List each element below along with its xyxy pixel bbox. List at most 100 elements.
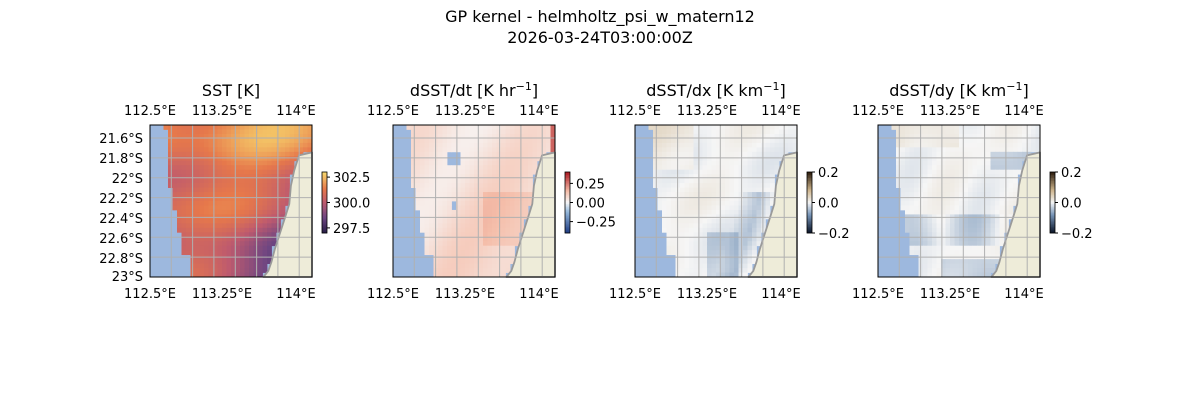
heatmap-cell	[276, 218, 281, 224]
panel-frame	[634, 124, 798, 278]
heatmap-cell	[267, 147, 272, 153]
heatmap-cell	[738, 156, 744, 162]
heatmap-cell	[743, 250, 748, 256]
heatmap-cell	[478, 183, 484, 188]
heatmap-cell	[770, 192, 775, 197]
heatmap-cell	[514, 147, 520, 153]
heatmap-cell	[195, 259, 200, 264]
heatmap-cell	[684, 156, 690, 162]
heatmap-cell	[954, 218, 960, 224]
heatmap-cell	[680, 192, 685, 197]
heatmap-cell	[1026, 138, 1032, 144]
heatmap-cell	[981, 151, 987, 157]
heatmap-cell	[909, 160, 915, 166]
heatmap-cell	[959, 147, 964, 153]
heatmap-cell	[968, 174, 973, 180]
heatmap-cell	[181, 138, 187, 144]
heatmap-cell	[496, 250, 502, 256]
heatmap-cell	[177, 183, 182, 188]
heatmap-cell	[666, 174, 672, 180]
heatmap-cell	[725, 196, 730, 202]
heatmap-cell	[702, 196, 708, 202]
heatmap-cell	[945, 174, 951, 180]
heatmap-cell	[959, 214, 964, 220]
colorbar-segment	[807, 211, 812, 214]
heatmap-cell	[1013, 151, 1018, 157]
heatmap-cell	[927, 129, 933, 135]
heatmap-cell	[424, 232, 430, 238]
heatmap-cell	[415, 160, 421, 166]
heatmap-cell	[734, 156, 739, 162]
heatmap-cell	[514, 214, 520, 220]
heatmap-cell	[262, 147, 268, 153]
heatmap-cell	[738, 236, 744, 242]
heatmap-cell	[262, 245, 268, 251]
heatmap-cell	[1017, 138, 1023, 144]
heatmap-cell	[707, 183, 712, 188]
heatmap-cell	[914, 169, 919, 175]
heatmap-cell	[959, 165, 964, 171]
heatmap-cell	[909, 169, 915, 175]
heatmap-cell	[936, 209, 942, 215]
heatmap-cell	[226, 138, 232, 144]
heatmap-cell	[734, 133, 739, 139]
heatmap-cell	[226, 232, 232, 238]
heatmap-cell	[253, 214, 259, 220]
heatmap-cell	[213, 236, 218, 242]
heatmap-cell	[487, 241, 493, 247]
heatmap-cell	[932, 201, 937, 206]
heatmap-cell	[774, 151, 780, 157]
heatmap-cell	[977, 129, 982, 135]
heatmap-cell	[999, 160, 1005, 166]
heatmap-cell	[285, 142, 290, 148]
heatmap-cell	[451, 214, 457, 220]
heatmap-cell	[914, 138, 919, 144]
heatmap-cell	[968, 169, 973, 175]
y-tick-label: 22.4°S	[99, 212, 143, 227]
heatmap-cell	[501, 236, 506, 242]
heatmap-cell	[208, 133, 214, 139]
heatmap-cell	[743, 201, 748, 206]
heatmap-cell	[698, 156, 703, 162]
heatmap-cell	[280, 147, 286, 153]
heatmap-cell	[460, 187, 466, 193]
heatmap-cell	[298, 129, 304, 135]
heatmap-cell	[213, 165, 218, 171]
heatmap-cell	[253, 138, 259, 144]
heatmap-cell	[249, 205, 254, 211]
heatmap-cell	[986, 165, 991, 171]
colorbar-segment	[565, 205, 570, 208]
heatmap-cell	[774, 156, 780, 162]
heatmap-cell	[986, 223, 991, 229]
heatmap-cell	[990, 250, 996, 256]
heatmap-cell	[725, 187, 730, 193]
heatmap-cell	[465, 263, 470, 269]
heatmap-cell	[474, 259, 479, 264]
heatmap-cell	[451, 133, 457, 139]
heatmap-cell	[707, 187, 712, 193]
heatmap-cell	[438, 259, 443, 264]
heatmap-cell	[487, 156, 493, 162]
heatmap-cell	[662, 187, 667, 193]
heatmap-cell	[968, 178, 973, 184]
heatmap-cell	[950, 245, 955, 251]
heatmap-cell	[945, 147, 951, 153]
heatmap-cell	[280, 209, 286, 215]
heatmap-cell	[532, 165, 538, 171]
heatmap-cell	[1013, 187, 1018, 193]
heatmap-cell	[941, 178, 946, 184]
heatmap-cell	[716, 160, 721, 166]
heatmap-cell	[792, 138, 798, 144]
heatmap-cell	[465, 227, 470, 233]
heatmap-cell	[456, 259, 461, 264]
colorbar-tick-label: 0.2	[1061, 166, 1082, 181]
heatmap-cell	[262, 227, 268, 233]
heatmap-cell	[231, 142, 236, 148]
heatmap-cell	[276, 156, 281, 162]
heatmap-cell	[271, 160, 277, 166]
heatmap-cell	[267, 165, 272, 171]
heatmap-cell	[460, 205, 466, 211]
heatmap-cell	[523, 156, 529, 162]
heatmap-cell	[680, 227, 685, 233]
heatmap-cell	[465, 178, 470, 184]
